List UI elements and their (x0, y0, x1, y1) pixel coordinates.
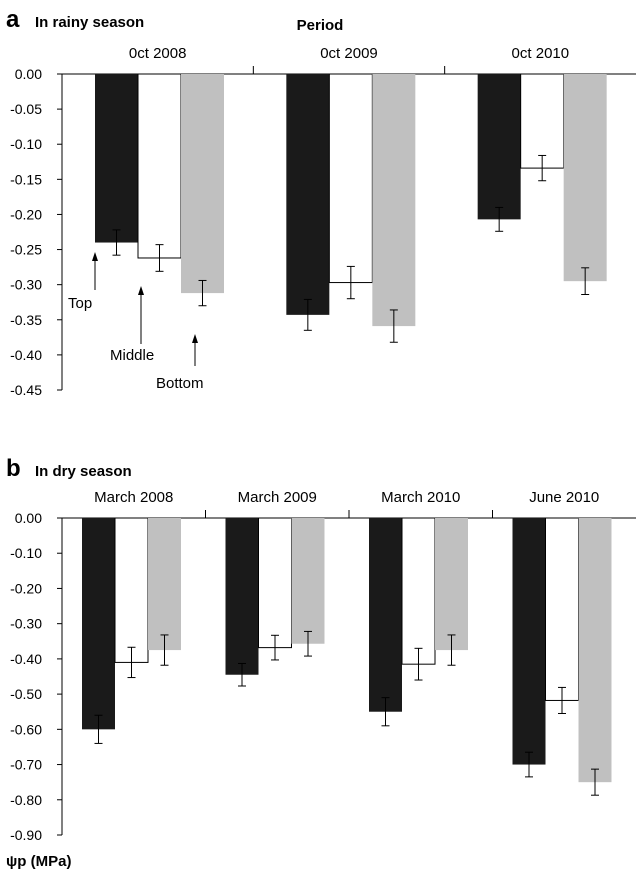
bar-middle (520, 73, 565, 169)
bar-top (477, 74, 521, 220)
y-tick-label: -0.35 (10, 312, 42, 328)
y-tick-label: 0.00 (15, 66, 42, 82)
y-tick-label: -0.20 (10, 580, 42, 596)
category-label: March 2008 (94, 489, 173, 506)
panel-b-letter: b (6, 455, 21, 482)
y-tick-label: -0.45 (10, 382, 42, 398)
y-tick-label: -0.10 (10, 136, 42, 152)
category-label: June 2010 (529, 489, 599, 506)
panel-a-plot: 0.00 -0.05 -0.10 -0.15 -0.20 -0.25 -0.30 -0.35 -… (10, 45, 636, 398)
y-tick-label: 0.00 (15, 510, 42, 526)
bar-top (95, 74, 138, 243)
y-tick-label: -0.40 (10, 651, 42, 667)
bar-top (369, 518, 402, 712)
bar-middle (258, 517, 292, 649)
panel-a-annotations: Top Middle Bottom (68, 252, 204, 392)
y-tick-label: -0.15 (10, 171, 42, 187)
bar-top (82, 518, 115, 730)
y-tick-label: -0.60 (10, 721, 42, 737)
arrow-top-head (92, 252, 98, 261)
annotation-bottom: Bottom (156, 375, 204, 392)
category-label: 0ct 2010 (512, 45, 570, 62)
bar-top (512, 518, 546, 765)
y-tick-label: -0.10 (10, 545, 42, 561)
bar-bottom (563, 74, 607, 282)
y-tick-label: -0.30 (10, 277, 42, 293)
bar-middle (114, 517, 149, 663)
bar-bottom (578, 518, 612, 783)
bar-bottom (291, 518, 325, 644)
y-tick-label: -0.20 (10, 206, 42, 222)
y-tick-label: -0.70 (10, 757, 42, 773)
bar-top (286, 74, 330, 315)
y-tick-label: -0.05 (10, 101, 42, 117)
category-label: March 2009 (238, 489, 317, 506)
arrow-bottom-head (192, 334, 198, 343)
arrow-middle-head (138, 286, 144, 295)
bar-bottom (372, 74, 416, 327)
category-label: 0ct 2008 (129, 45, 187, 62)
bar-bottom (148, 518, 181, 651)
bar-middle (328, 73, 373, 284)
bar-middle (401, 517, 436, 665)
y-tick-label: -0.90 (10, 827, 42, 843)
panel-a-title: In rainy season (35, 14, 144, 31)
y-tick-label: -0.30 (10, 616, 42, 632)
y-tick-label: -0.50 (10, 686, 42, 702)
bar-bottom (181, 74, 224, 294)
y-tick-label: -0.80 (10, 792, 42, 808)
category-label: March 2010 (381, 489, 460, 506)
y-tick-label: -0.25 (10, 242, 42, 258)
bar-bottom (435, 518, 468, 651)
bar-middle (137, 73, 182, 259)
panel-a-letter: a (6, 6, 20, 33)
y-tick-label: -0.40 (10, 347, 42, 363)
panel-a-subtitle: Period (297, 17, 344, 34)
panel-b-plot: 0.00 -0.10 -0.20 -0.30 -0.40 -0.50 -0.60 -0.70 -… (10, 489, 636, 843)
category-label: 0ct 2009 (320, 45, 378, 62)
annotation-middle: Middle (110, 347, 154, 364)
annotation-top: Top (68, 295, 92, 312)
bar-top (225, 518, 259, 675)
panel-b-ylabel: ψp (MPa) (6, 853, 71, 870)
bar-middle (545, 517, 579, 701)
panel-b-title: In dry season (35, 463, 132, 480)
